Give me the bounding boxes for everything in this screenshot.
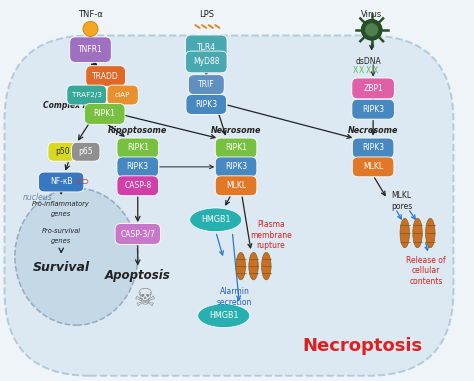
FancyBboxPatch shape [117, 176, 158, 196]
Text: Release of
cellular
contents: Release of cellular contents [406, 256, 446, 286]
FancyBboxPatch shape [117, 157, 158, 177]
Text: MLKL
pores: MLKL pores [391, 191, 412, 211]
Text: RIPK3: RIPK3 [225, 162, 247, 171]
Text: HMGB1: HMGB1 [201, 215, 230, 224]
Text: CASP-3/7: CASP-3/7 [120, 229, 155, 239]
FancyBboxPatch shape [352, 157, 394, 177]
Text: TRADD: TRADD [92, 72, 119, 81]
Text: Necrosome: Necrosome [211, 125, 261, 134]
Text: Survival: Survival [33, 261, 90, 274]
FancyBboxPatch shape [215, 176, 257, 196]
Text: RIPK1: RIPK1 [127, 144, 149, 152]
Text: Pro-survival: Pro-survival [42, 228, 81, 234]
Text: genes: genes [51, 238, 71, 244]
FancyBboxPatch shape [117, 138, 158, 158]
Text: ☠: ☠ [134, 287, 156, 311]
Text: ZBP1: ZBP1 [363, 84, 383, 93]
Text: Virus: Virus [361, 10, 383, 19]
Text: X: X [366, 66, 371, 75]
Text: MyD88: MyD88 [193, 58, 219, 66]
Text: MLKL: MLKL [363, 162, 383, 171]
FancyBboxPatch shape [185, 35, 227, 61]
Ellipse shape [426, 218, 435, 248]
Text: p65: p65 [79, 147, 93, 156]
Text: RIPK1: RIPK1 [94, 109, 116, 118]
Text: genes: genes [51, 211, 71, 217]
FancyBboxPatch shape [107, 85, 138, 105]
Text: Pro-inflammatory: Pro-inflammatory [32, 201, 90, 207]
Text: TLR4: TLR4 [197, 43, 216, 52]
FancyBboxPatch shape [67, 85, 107, 105]
FancyBboxPatch shape [38, 172, 84, 192]
Text: RIPK3: RIPK3 [362, 144, 384, 152]
FancyBboxPatch shape [84, 104, 125, 124]
Text: Apoptosis: Apoptosis [105, 269, 171, 282]
Text: TRIF: TRIF [198, 80, 215, 89]
Text: p50: p50 [55, 147, 70, 156]
FancyBboxPatch shape [188, 75, 224, 94]
FancyBboxPatch shape [185, 51, 227, 73]
FancyBboxPatch shape [186, 94, 227, 114]
Text: dsDNA: dsDNA [356, 58, 382, 66]
Text: CASP-8: CASP-8 [124, 181, 151, 190]
Text: Alarmin
secretion: Alarmin secretion [217, 287, 252, 307]
Text: RIPK3: RIPK3 [362, 105, 384, 114]
Text: Necrosome: Necrosome [348, 125, 398, 134]
Ellipse shape [83, 21, 98, 37]
Text: cIAP: cIAP [115, 92, 130, 98]
FancyBboxPatch shape [72, 142, 100, 161]
Ellipse shape [413, 218, 422, 248]
Text: MLKL: MLKL [226, 181, 246, 190]
Ellipse shape [236, 252, 246, 280]
FancyBboxPatch shape [352, 99, 394, 119]
Ellipse shape [361, 19, 382, 40]
Text: NF-κB: NF-κB [50, 178, 73, 186]
Text: TNF-α: TNF-α [78, 10, 103, 19]
Text: Complex I: Complex I [43, 101, 86, 110]
Text: X: X [353, 66, 358, 75]
FancyBboxPatch shape [215, 138, 257, 158]
Ellipse shape [198, 304, 250, 328]
Text: Plasma
membrane
rupture: Plasma membrane rupture [250, 221, 292, 250]
Ellipse shape [15, 188, 138, 325]
Ellipse shape [190, 208, 242, 232]
FancyBboxPatch shape [4, 35, 454, 376]
FancyBboxPatch shape [115, 224, 160, 244]
FancyBboxPatch shape [215, 157, 257, 177]
Text: TNFR1: TNFR1 [78, 45, 103, 54]
FancyBboxPatch shape [48, 142, 76, 161]
Ellipse shape [365, 23, 378, 37]
Text: LPS: LPS [199, 10, 214, 19]
Text: RIPK1: RIPK1 [225, 144, 247, 152]
Text: RIPK3: RIPK3 [127, 162, 149, 171]
Text: Ripoptosome: Ripoptosome [108, 125, 167, 134]
Text: HMGB1: HMGB1 [209, 311, 238, 320]
Text: TRAF2/3: TRAF2/3 [72, 92, 102, 98]
Text: ⊂⊃: ⊂⊃ [75, 178, 90, 186]
FancyBboxPatch shape [86, 66, 126, 86]
Ellipse shape [262, 252, 271, 280]
Text: X: X [373, 66, 378, 75]
FancyBboxPatch shape [352, 78, 394, 99]
Text: RIPK3: RIPK3 [195, 100, 218, 109]
Ellipse shape [400, 218, 410, 248]
Text: Necroptosis: Necroptosis [302, 336, 422, 354]
Ellipse shape [249, 252, 258, 280]
FancyBboxPatch shape [70, 37, 111, 62]
FancyBboxPatch shape [352, 138, 394, 158]
Text: X: X [359, 66, 365, 75]
Text: nucleus: nucleus [23, 193, 53, 202]
